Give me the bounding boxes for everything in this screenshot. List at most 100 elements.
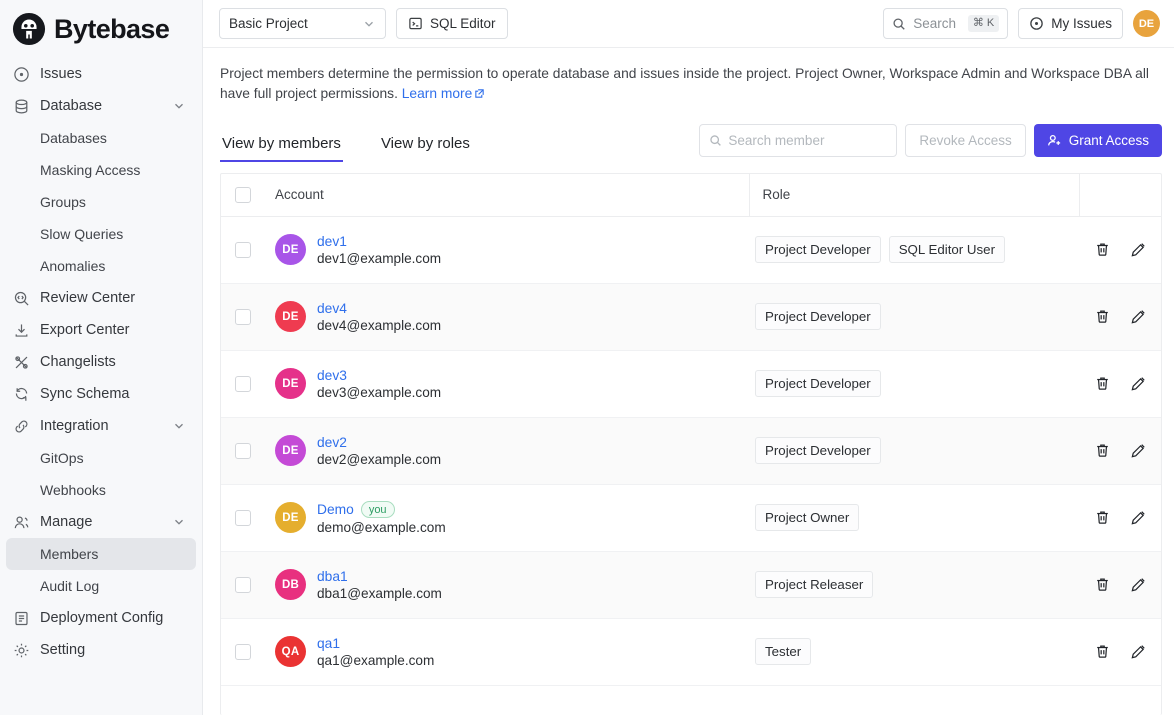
- sidebar-item-groups[interactable]: Groups: [6, 186, 196, 218]
- sidebar-item-anomalies[interactable]: Anomalies: [6, 250, 196, 282]
- my-issues-label: My Issues: [1051, 16, 1112, 31]
- sidebar-item-export-center[interactable]: Export Center: [6, 314, 196, 346]
- pencil-icon[interactable]: [1130, 643, 1147, 660]
- chevron-down-icon[interactable]: [172, 419, 186, 433]
- pencil-icon[interactable]: [1130, 442, 1147, 459]
- trash-icon[interactable]: [1094, 308, 1111, 325]
- avatar[interactable]: DE: [1133, 10, 1160, 37]
- avatar[interactable]: QA: [275, 636, 306, 667]
- avatar[interactable]: DE: [275, 502, 306, 533]
- account-email: demo@example.com: [317, 519, 446, 535]
- pencil-icon[interactable]: [1130, 241, 1147, 258]
- sql-editor-label: SQL Editor: [430, 16, 496, 31]
- row-checkbox[interactable]: [235, 643, 251, 660]
- account-name-row: dev4: [317, 301, 441, 316]
- account-name-link[interactable]: dev4: [317, 300, 347, 316]
- sidebar-item-changelists[interactable]: Changelists: [6, 346, 196, 378]
- account-name-link[interactable]: dev2: [317, 434, 347, 450]
- users-icon: [12, 513, 30, 531]
- account-cell: DE Demo you demo@example.com: [271, 484, 749, 551]
- project-selector-value: Basic Project: [229, 16, 308, 31]
- role-chips: Project Developer SQL Editor User: [755, 236, 1079, 263]
- account-text: qa1 qa1@example.com: [317, 636, 434, 668]
- global-search-button[interactable]: Search ⌘ K: [883, 8, 1009, 39]
- avatar[interactable]: DE: [275, 234, 306, 265]
- bytebase-logo-icon: [12, 12, 46, 46]
- brand-logo[interactable]: Bytebase: [0, 4, 202, 58]
- my-issues-button[interactable]: My Issues: [1018, 8, 1123, 39]
- chevron-down-icon[interactable]: [172, 99, 186, 113]
- search-member-field[interactable]: [699, 124, 898, 157]
- account-cell: DE dev2 dev2@example.com: [271, 417, 749, 484]
- tab-view-by-roles[interactable]: View by roles: [380, 135, 470, 152]
- column-header-account: Account: [271, 174, 749, 217]
- sidebar-item-label: Members: [40, 546, 99, 562]
- avatar[interactable]: DE: [275, 435, 306, 466]
- sidebar-item-slow-queries[interactable]: Slow Queries: [6, 218, 196, 250]
- sidebar-item-masking-access[interactable]: Masking Access: [6, 154, 196, 186]
- trash-icon[interactable]: [1094, 241, 1111, 258]
- learn-more-link[interactable]: Learn more: [402, 86, 486, 101]
- sidebar-item-review-center[interactable]: Review Center: [6, 282, 196, 314]
- sql-editor-button[interactable]: SQL Editor: [396, 8, 508, 39]
- avatar[interactable]: DE: [275, 301, 306, 332]
- external-link-icon: [474, 88, 485, 99]
- pencil-icon[interactable]: [1130, 375, 1147, 392]
- sidebar-item-gitops[interactable]: GitOps: [6, 442, 196, 474]
- pencil-icon[interactable]: [1130, 576, 1147, 593]
- tab-view-by-members[interactable]: View by members: [220, 135, 343, 162]
- sidebar-item-issues[interactable]: Issues: [6, 58, 196, 90]
- row-checkbox[interactable]: [235, 509, 251, 526]
- row-select-cell: [221, 216, 271, 283]
- row-actions: [1079, 308, 1147, 325]
- sidebar-item-audit-log[interactable]: Audit Log: [6, 570, 196, 602]
- sidebar-nav: Issues Database Databases Masking Access Gro…: [0, 58, 202, 666]
- select-all-checkbox[interactable]: [235, 186, 251, 203]
- pencil-icon[interactable]: [1130, 509, 1147, 526]
- sidebar-item-webhooks[interactable]: Webhooks: [6, 474, 196, 506]
- account-name-row: dev3: [317, 368, 441, 383]
- row-checkbox[interactable]: [235, 576, 251, 593]
- account-info: DE Demo you demo@example.com: [271, 500, 749, 535]
- row-checkbox[interactable]: [235, 375, 251, 392]
- row-checkbox[interactable]: [235, 442, 251, 459]
- role-chip: Project Developer: [755, 236, 881, 263]
- row-actions: [1079, 509, 1147, 526]
- row-checkbox[interactable]: [235, 308, 251, 325]
- pencil-icon[interactable]: [1130, 308, 1147, 325]
- account-info: DE dev4 dev4@example.com: [271, 301, 749, 333]
- role-cell: Project Developer: [749, 350, 1079, 417]
- trash-icon[interactable]: [1094, 576, 1111, 593]
- account-name-link[interactable]: dev3: [317, 367, 347, 383]
- row-checkbox[interactable]: [235, 241, 251, 258]
- chevron-down-icon[interactable]: [172, 515, 186, 529]
- search-member-input[interactable]: [728, 133, 888, 148]
- sidebar-item-label: Masking Access: [40, 162, 141, 178]
- project-selector[interactable]: Basic Project: [219, 8, 386, 39]
- role-chips: Project Developer: [755, 303, 1079, 330]
- account-name-link[interactable]: qa1: [317, 635, 341, 651]
- sidebar-item-label: Database: [40, 98, 103, 114]
- sidebar-item-databases[interactable]: Databases: [6, 122, 196, 154]
- account-name-link[interactable]: dba1: [317, 568, 348, 584]
- sidebar-item-deployment-config[interactable]: Deployment Config: [6, 602, 196, 634]
- sidebar-item-database[interactable]: Database: [6, 90, 196, 122]
- revoke-access-button[interactable]: Revoke Access: [905, 124, 1026, 157]
- sidebar-item-sync-schema[interactable]: Sync Schema: [6, 378, 196, 410]
- account-name-link[interactable]: dev1: [317, 233, 347, 249]
- avatar[interactable]: DE: [275, 368, 306, 399]
- sidebar-item-manage[interactable]: Manage: [6, 506, 196, 538]
- trash-icon[interactable]: [1094, 442, 1111, 459]
- sidebar-item-members[interactable]: Members: [6, 538, 196, 570]
- search-shortcut-badge: ⌘ K: [967, 14, 1000, 33]
- account-name-link[interactable]: Demo: [317, 501, 354, 517]
- avatar[interactable]: DB: [275, 569, 306, 600]
- trash-icon[interactable]: [1094, 509, 1111, 526]
- trash-icon[interactable]: [1094, 375, 1111, 392]
- trash-icon[interactable]: [1094, 643, 1111, 660]
- sidebar-item-setting[interactable]: Setting: [6, 634, 196, 666]
- sidebar-item-integration[interactable]: Integration: [6, 410, 196, 442]
- sidebar: Bytebase Issues Database Databases Masking …: [0, 0, 203, 715]
- grant-access-button[interactable]: Grant Access: [1033, 124, 1162, 157]
- table-row: DE Demo you demo@example.com Project Owner: [221, 484, 1161, 551]
